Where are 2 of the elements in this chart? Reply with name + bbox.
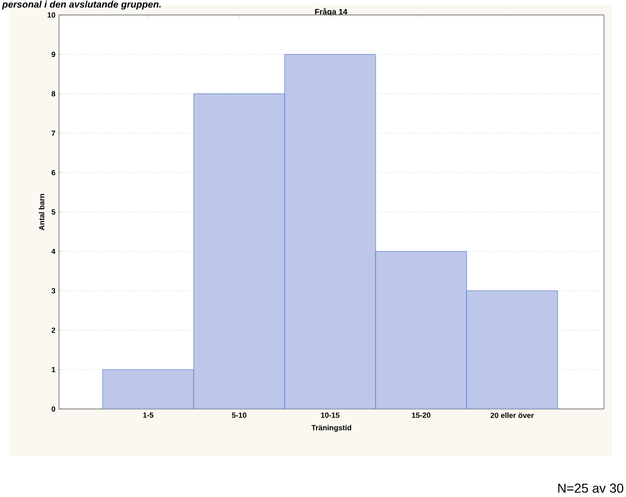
text: N=25 av 30 — [558, 484, 624, 493]
text: personal i den avslutande gruppen. — [2, 0, 161, 10]
